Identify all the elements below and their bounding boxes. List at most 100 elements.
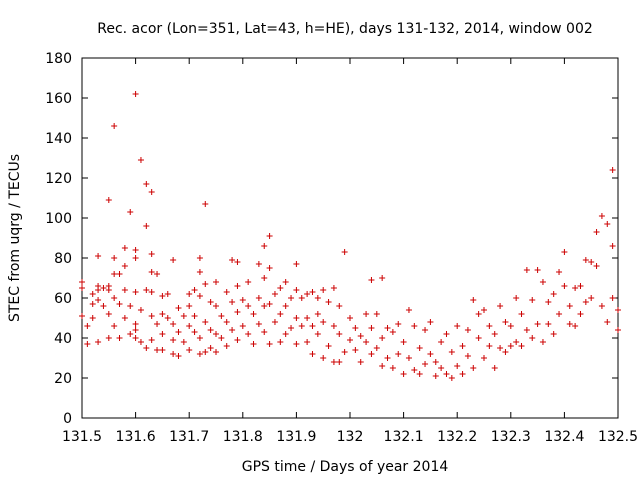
x-tick-label: 132.1 <box>384 429 424 445</box>
data-point-plus-marker <box>111 123 118 129</box>
data-point-plus-marker <box>245 331 252 337</box>
data-point-plus-marker <box>438 365 445 371</box>
data-point-plus-marker <box>523 267 530 273</box>
data-point-plus-marker <box>196 269 203 275</box>
data-point-plus-marker <box>84 341 91 347</box>
data-point-plus-marker <box>213 331 219 337</box>
data-point-plus-marker <box>239 323 246 329</box>
data-point-plus-marker <box>497 303 504 309</box>
data-point-plus-marker <box>363 339 370 345</box>
data-point-plus-marker <box>550 331 557 337</box>
data-point-plus-marker <box>577 311 584 317</box>
data-point-plus-marker <box>357 359 364 365</box>
data-point-plus-marker <box>438 339 445 345</box>
data-point-plus-marker <box>154 321 161 327</box>
data-point-plus-marker <box>143 345 150 351</box>
data-point-plus-marker <box>411 367 418 373</box>
data-point-plus-marker <box>609 243 616 249</box>
data-point-plus-marker <box>95 253 102 259</box>
data-point-plus-marker <box>105 311 112 317</box>
data-point-plus-marker <box>454 323 461 329</box>
data-point-plus-marker <box>271 291 278 297</box>
data-point-plus-marker <box>304 339 311 345</box>
data-point-plus-marker <box>598 213 605 219</box>
y-axis: 0 20 40 60 80 100 120 140 160 180 <box>45 51 618 427</box>
data-point-plus-marker <box>132 321 139 327</box>
data-point-plus-marker <box>282 303 289 309</box>
data-point-plus-marker <box>234 283 241 289</box>
y-tick-label: 160 <box>45 91 72 107</box>
y-tick-label: 40 <box>54 331 72 347</box>
x-tick-label: 132.5 <box>598 429 638 445</box>
data-point-plus-marker <box>143 223 150 229</box>
data-point-plus-marker <box>229 327 236 333</box>
data-point-plus-marker <box>304 291 311 297</box>
y-tick-label: 100 <box>45 211 72 227</box>
data-point-plus-marker <box>202 201 209 207</box>
data-point-plus-marker <box>239 297 246 303</box>
data-point-plus-marker <box>347 337 353 343</box>
y-tick-label: 180 <box>45 51 72 67</box>
data-point-plus-marker <box>170 351 177 357</box>
data-point-plus-marker <box>454 363 461 369</box>
data-point-plus-marker <box>368 277 375 283</box>
data-point-plus-marker <box>395 321 402 327</box>
x-tick-label: 131.6 <box>116 429 156 445</box>
data-point-plus-marker <box>250 311 257 317</box>
data-point-plus-marker <box>615 307 621 313</box>
data-point-plus-marker <box>561 249 568 255</box>
data-point-plus-marker <box>255 321 262 327</box>
data-point-plus-marker <box>373 311 380 317</box>
data-point-plus-marker <box>588 259 595 265</box>
data-point-plus-marker <box>481 355 487 361</box>
data-point-plus-marker <box>89 315 96 321</box>
data-point-plus-marker <box>111 295 118 301</box>
data-point-plus-marker <box>314 331 321 337</box>
data-point-plus-marker <box>513 295 520 301</box>
data-point-plus-marker <box>170 321 177 327</box>
data-point-plus-marker <box>502 319 509 325</box>
data-point-plus-marker <box>159 311 166 317</box>
data-point-plus-marker <box>405 355 412 361</box>
data-point-plus-marker <box>470 297 477 303</box>
data-point-plus-marker <box>561 283 568 289</box>
data-point-plus-marker <box>432 359 439 365</box>
data-point-plus-marker <box>534 321 541 327</box>
data-point-plus-marker <box>298 295 305 301</box>
data-point-plus-marker <box>116 271 123 277</box>
data-point-plus-marker <box>100 303 107 309</box>
data-point-plus-marker <box>309 323 316 329</box>
data-point-plus-marker <box>400 371 407 377</box>
data-point-plus-marker <box>491 331 498 337</box>
data-point-plus-marker <box>336 303 343 309</box>
data-point-plus-marker <box>566 303 573 309</box>
data-point-plus-marker <box>615 327 621 333</box>
data-point-plus-marker <box>298 323 305 329</box>
data-point-plus-marker <box>314 311 321 317</box>
data-point-plus-marker <box>121 287 128 293</box>
data-point-plus-marker <box>582 299 589 305</box>
data-point-plus-marker <box>170 257 177 263</box>
data-point-plus-marker <box>395 351 402 357</box>
data-point-plus-marker <box>416 345 423 351</box>
data-point-plus-marker <box>105 287 112 293</box>
data-point-plus-marker <box>427 319 434 325</box>
data-point-plus-marker <box>100 285 107 291</box>
x-tick-label: 132.4 <box>544 429 584 445</box>
y-tick-label: 80 <box>54 251 72 267</box>
data-point-plus-marker <box>137 339 144 345</box>
data-point-plus-marker <box>566 321 573 327</box>
data-point-plus-marker <box>159 347 166 353</box>
data-point-plus-marker <box>582 257 589 263</box>
data-point-plus-marker <box>111 255 118 261</box>
data-point-plus-marker <box>507 323 514 329</box>
data-point-plus-marker <box>491 365 498 371</box>
data-point-plus-marker <box>121 245 128 251</box>
data-point-plus-marker <box>261 329 268 335</box>
y-axis-label: STEC from uqrg / TECUs <box>7 154 23 322</box>
data-point-plus-marker <box>180 339 187 345</box>
data-point-plus-marker <box>373 345 380 351</box>
data-point-plus-marker <box>213 279 219 285</box>
data-point-plus-marker <box>89 301 96 307</box>
data-point-plus-marker <box>572 323 579 329</box>
